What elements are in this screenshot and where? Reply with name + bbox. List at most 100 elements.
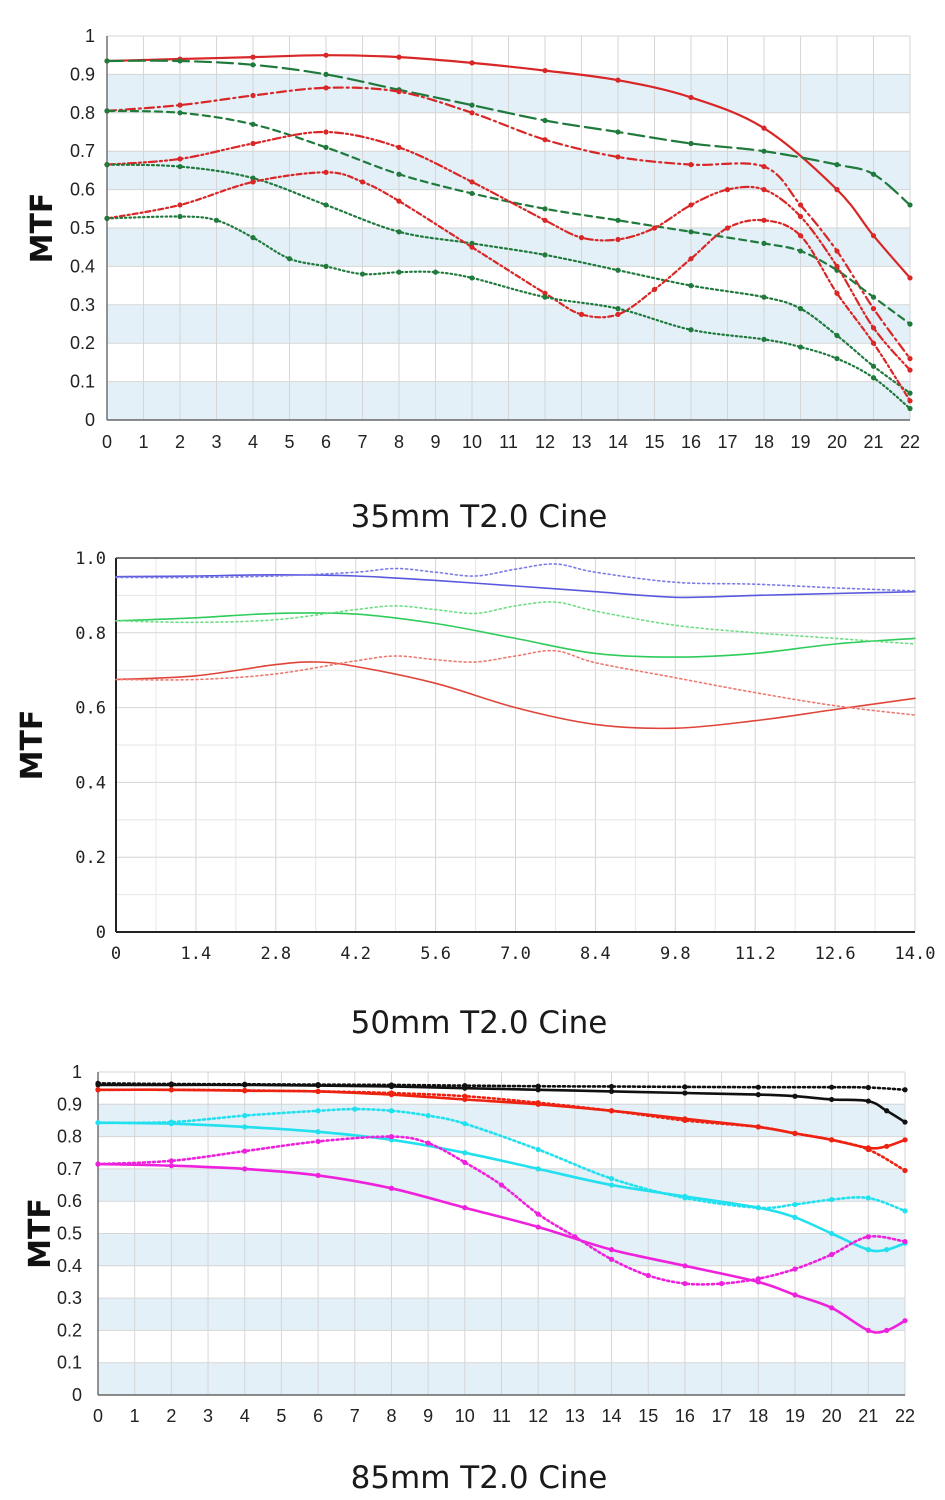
x-tick-label: 4 bbox=[248, 432, 258, 452]
data-point bbox=[95, 1082, 101, 1088]
series-line bbox=[115, 601, 916, 645]
x-tick-label: 15 bbox=[644, 432, 664, 452]
data-point bbox=[95, 1087, 101, 1093]
data-point bbox=[682, 1117, 688, 1124]
x-tick-label: 18 bbox=[748, 1406, 768, 1426]
x-tick-label: 1.4 bbox=[181, 944, 212, 964]
x-tick-label: 11 bbox=[492, 1406, 511, 1426]
data-point bbox=[177, 102, 183, 108]
data-point bbox=[834, 332, 840, 339]
x-tick-label: 5 bbox=[276, 1406, 286, 1426]
data-point bbox=[168, 1082, 174, 1088]
x-tick-label: 11.2 bbox=[735, 944, 776, 964]
x-tick-label: 8 bbox=[394, 432, 404, 452]
data-point bbox=[755, 1092, 761, 1098]
y-tick-label: 0.2 bbox=[57, 1320, 82, 1340]
x-tick-label: 15 bbox=[638, 1406, 658, 1426]
data-point bbox=[323, 129, 329, 135]
data-point bbox=[608, 1247, 615, 1253]
x-tick-label: 6 bbox=[321, 432, 331, 452]
x-tick-label: 2 bbox=[166, 1406, 176, 1426]
series-line bbox=[115, 573, 916, 599]
data-point bbox=[761, 148, 767, 154]
data-point bbox=[432, 269, 439, 275]
data-point bbox=[250, 235, 256, 241]
series-line bbox=[105, 171, 912, 402]
data-point bbox=[615, 311, 621, 317]
series-8 bbox=[95, 1161, 908, 1334]
data-point bbox=[797, 213, 804, 220]
data-point bbox=[104, 215, 110, 221]
y-tick-label: 0.6 bbox=[70, 180, 95, 200]
x-tick-label: 13 bbox=[571, 432, 591, 452]
y-axis-label: MTF bbox=[23, 1198, 58, 1269]
x-tick-label: 22 bbox=[895, 1406, 915, 1426]
data-point bbox=[396, 54, 402, 60]
data-point bbox=[688, 229, 694, 235]
data-point bbox=[425, 1113, 431, 1119]
data-point bbox=[907, 390, 913, 396]
data-point bbox=[359, 271, 366, 277]
data-point bbox=[682, 1090, 688, 1096]
data-point bbox=[688, 256, 694, 262]
data-point bbox=[834, 187, 840, 193]
series-4 bbox=[115, 601, 916, 645]
data-point bbox=[396, 198, 402, 204]
data-point bbox=[884, 1247, 890, 1253]
data-point bbox=[323, 144, 329, 150]
data-point bbox=[865, 1084, 871, 1091]
data-point bbox=[724, 225, 731, 231]
data-point bbox=[542, 290, 548, 296]
data-point bbox=[462, 1159, 468, 1166]
x-tick-label: 18 bbox=[754, 432, 774, 452]
data-point bbox=[865, 1327, 871, 1333]
data-point bbox=[829, 1251, 835, 1258]
x-tick-label: 21 bbox=[858, 1406, 878, 1426]
data-point bbox=[902, 1137, 908, 1143]
y-tick-label: 0.8 bbox=[70, 103, 95, 123]
grid bbox=[115, 557, 916, 933]
mtf-chart-50mm: 0 1.4 2.8 4.2 5.6 7.0 8.4 9.8 11.2 12.6 14.0 0 0.2 0.… bbox=[15, 549, 935, 964]
data-point bbox=[578, 235, 585, 241]
data-point bbox=[177, 202, 183, 208]
data-point bbox=[761, 125, 767, 131]
data-point bbox=[168, 1087, 174, 1093]
data-point bbox=[323, 71, 329, 77]
data-point bbox=[884, 1327, 890, 1333]
y-tick-label: 0.8 bbox=[57, 1127, 82, 1147]
series-5 bbox=[104, 129, 913, 373]
data-point bbox=[315, 1082, 321, 1089]
data-point bbox=[688, 140, 694, 147]
x-tick-label: 13 bbox=[565, 1406, 585, 1426]
data-point bbox=[462, 1121, 468, 1127]
data-point bbox=[535, 1146, 541, 1153]
data-point bbox=[242, 1087, 248, 1094]
data-point bbox=[396, 269, 402, 275]
data-point bbox=[907, 398, 913, 404]
series-5 bbox=[115, 661, 916, 730]
series-1 bbox=[104, 52, 913, 281]
x-tick-label: 3 bbox=[211, 432, 221, 452]
data-point bbox=[797, 306, 804, 312]
data-point bbox=[907, 321, 913, 327]
x-tick-label: 11 bbox=[499, 432, 518, 452]
data-point bbox=[95, 1120, 101, 1126]
data-point bbox=[834, 290, 840, 296]
data-point bbox=[907, 405, 913, 412]
data-point bbox=[462, 1085, 468, 1091]
data-point bbox=[542, 206, 548, 212]
data-point bbox=[615, 306, 621, 312]
data-point bbox=[323, 85, 329, 91]
y-tick-label: 0.4 bbox=[70, 256, 95, 276]
data-point bbox=[615, 267, 621, 273]
x-tick-label: 0 bbox=[102, 432, 112, 452]
data-point bbox=[724, 187, 731, 193]
data-point bbox=[352, 1106, 358, 1112]
data-point bbox=[535, 1100, 541, 1106]
y-tick-label: 0 bbox=[85, 410, 95, 430]
y-tick-label: 0.7 bbox=[70, 141, 95, 161]
data-point bbox=[323, 169, 329, 175]
data-point bbox=[608, 1175, 615, 1182]
series-line bbox=[96, 1107, 907, 1213]
y-tick-label: 0.7 bbox=[57, 1159, 82, 1179]
